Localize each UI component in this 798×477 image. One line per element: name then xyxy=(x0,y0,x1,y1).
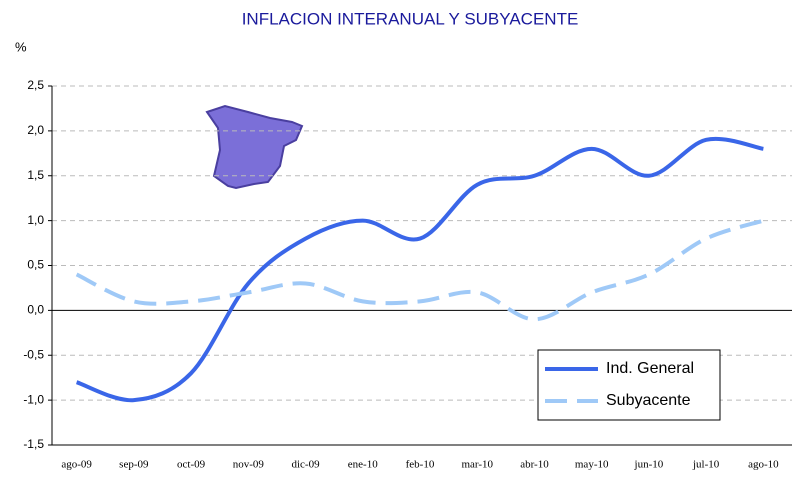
legend-label: Ind. General xyxy=(606,360,694,377)
x-tick-label: dic-09 xyxy=(291,459,320,471)
chart-title: INFLACION INTERANUAL Y SUBYACENTE xyxy=(242,9,579,28)
x-tick-label: jun-10 xyxy=(634,459,664,471)
series-line xyxy=(75,136,764,403)
y-tick-label: -0,5 xyxy=(23,347,44,361)
x-tick-label: may-10 xyxy=(575,459,609,471)
x-tick-label: sep-09 xyxy=(119,459,149,471)
x-tick-label: ago-10 xyxy=(748,459,779,471)
x-tick-label: abr-10 xyxy=(520,459,549,471)
legend-label: Subyacente xyxy=(606,392,691,409)
series-line xyxy=(75,218,764,322)
x-tick-label: feb-10 xyxy=(406,459,435,471)
x-tick-label: oct-09 xyxy=(177,459,206,471)
map-icon xyxy=(205,104,304,190)
y-tick-label: 1,5 xyxy=(27,168,44,182)
x-tick-label: ago-09 xyxy=(61,459,92,471)
y-tick-label: 0,0 xyxy=(27,303,44,317)
y-tick-label: 2,0 xyxy=(27,123,44,137)
x-tick-label: mar-10 xyxy=(461,459,493,471)
x-tick-label: nov-09 xyxy=(233,459,265,471)
y-axis-label: % xyxy=(15,39,27,54)
y-tick-label: 2,5 xyxy=(27,78,44,92)
x-tick-label: ene-10 xyxy=(348,459,378,471)
legend-box xyxy=(537,349,721,421)
y-tick-label: -1,0 xyxy=(23,392,44,406)
y-tick-label: -1,5 xyxy=(23,437,44,451)
y-tick-label: 1,0 xyxy=(27,213,44,227)
x-tick-label: jul-10 xyxy=(692,459,720,471)
y-tick-label: 0,5 xyxy=(27,258,44,272)
